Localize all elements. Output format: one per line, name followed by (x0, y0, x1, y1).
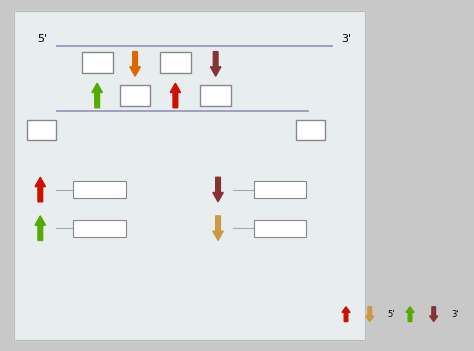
Bar (200, 85, 231, 106)
Bar (27, 120, 56, 140)
Text: adenine: adenine (84, 185, 115, 194)
FancyArrow shape (92, 83, 102, 108)
Bar (254, 181, 306, 198)
Text: 3': 3' (451, 310, 459, 319)
FancyArrow shape (406, 307, 414, 322)
Bar (296, 120, 325, 140)
Bar (160, 52, 191, 73)
FancyArrow shape (210, 52, 221, 76)
Bar (119, 85, 151, 106)
FancyArrow shape (35, 177, 46, 202)
FancyArrow shape (130, 52, 140, 76)
Bar (73, 220, 126, 237)
Text: guanine: guanine (84, 224, 115, 233)
FancyArrow shape (213, 177, 223, 202)
FancyArrow shape (170, 83, 181, 108)
FancyArrow shape (213, 216, 223, 240)
Bar (14, 11, 365, 340)
Text: 5': 5' (387, 310, 395, 319)
FancyArrow shape (366, 307, 374, 322)
Bar (254, 220, 306, 237)
Bar (82, 52, 113, 73)
Text: cytosine: cytosine (264, 185, 296, 194)
FancyArrow shape (35, 216, 46, 240)
Text: 3': 3' (341, 34, 351, 44)
Text: 5': 5' (37, 34, 48, 44)
Text: thymine: thymine (264, 224, 295, 233)
FancyArrow shape (429, 307, 438, 322)
Bar (73, 181, 126, 198)
Bar (14, 11, 365, 340)
FancyArrow shape (342, 307, 350, 322)
